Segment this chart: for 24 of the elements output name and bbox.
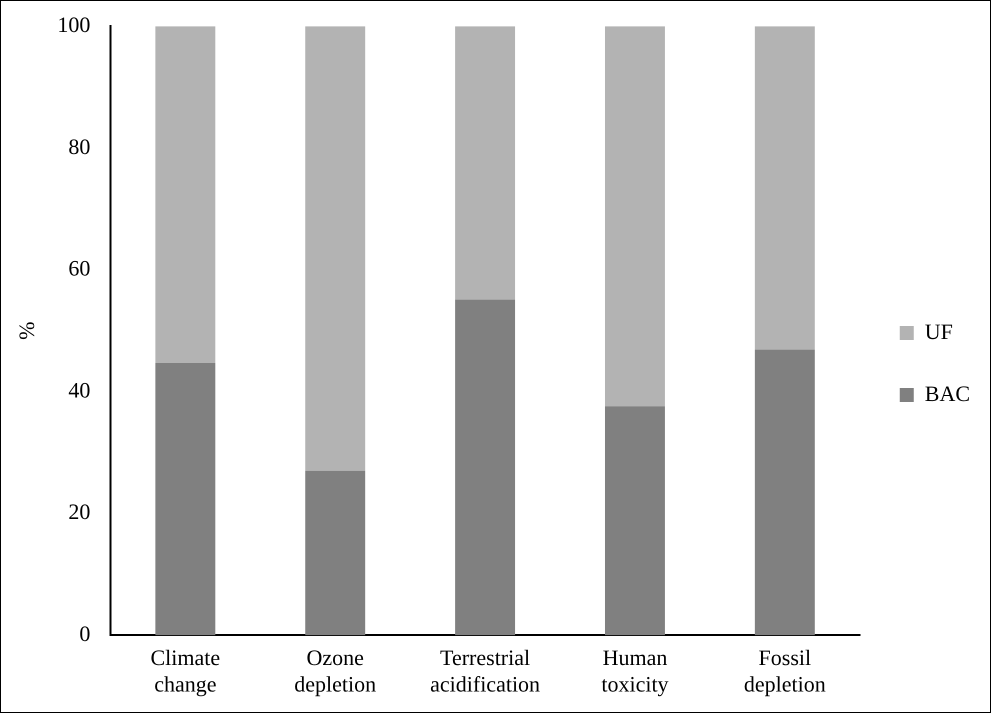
- y-tick-label: 20: [68, 499, 90, 524]
- bar: [754, 350, 815, 636]
- y-axis-title: %: [14, 322, 39, 340]
- bar: [155, 26, 216, 363]
- bar: [455, 26, 516, 300]
- legend-label: UF: [924, 318, 953, 344]
- y-tick-label: 0: [79, 620, 90, 646]
- x-tick-label: Human toxicity: [601, 645, 669, 697]
- legend-label: BAC: [924, 380, 970, 406]
- y-tick-label: 60: [68, 256, 90, 281]
- y-tick-label: 80: [68, 134, 90, 159]
- bar: [604, 406, 665, 636]
- bar: [305, 470, 366, 636]
- x-tick-label: Terrestrial acidification: [430, 645, 540, 697]
- y-tick-label: 40: [68, 377, 90, 402]
- bar: [305, 26, 366, 471]
- x-tick-label: Ozone depletion: [294, 645, 376, 697]
- x-tick-label: Climate change: [150, 645, 220, 697]
- bar: [604, 26, 665, 406]
- x-tick-label: Fossil depletion: [744, 645, 826, 697]
- y-tick-label: 100: [57, 12, 90, 37]
- bar: [754, 26, 815, 350]
- bar: [455, 300, 516, 636]
- bar: [155, 362, 216, 636]
